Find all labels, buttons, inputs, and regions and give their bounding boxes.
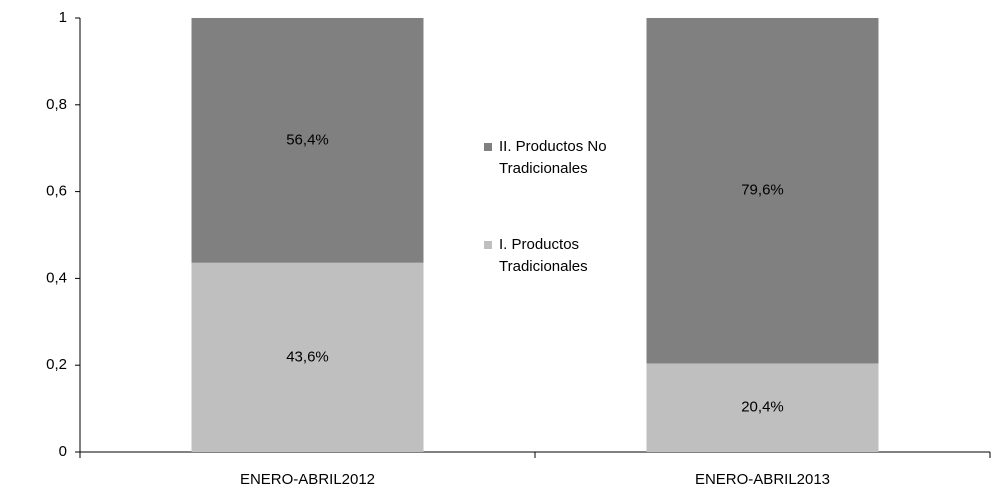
y-tick-label: 1	[59, 9, 67, 26]
data-label: 43,6%	[286, 348, 329, 365]
data-label: 20,4%	[741, 399, 784, 416]
legend-label: I. Productos Tradicionales	[499, 236, 588, 275]
bar-segment	[646, 18, 879, 364]
y-tick-label: 0,4	[46, 269, 67, 286]
data-label: 56,4%	[286, 131, 329, 148]
y-tick-label: 0,8	[46, 96, 67, 113]
legend-entry: II. Productos No Tradicionales	[484, 136, 611, 180]
legend-swatch	[484, 143, 492, 151]
y-tick-label: 0	[59, 443, 67, 460]
bar-segment	[191, 262, 424, 452]
x-tick-label: ENERO-ABRIL2013	[695, 471, 830, 488]
legend-swatch	[484, 241, 492, 249]
y-tick-label: 0,2	[46, 356, 67, 373]
legend-entry: I. Productos Tradicionales	[484, 234, 611, 278]
legend-label: II. Productos No Tradicionales	[499, 138, 607, 177]
x-tick-label: ENERO-ABRIL2012	[240, 471, 375, 488]
bar-segment	[191, 18, 424, 263]
y-tick-label: 0,6	[46, 183, 67, 200]
data-label: 79,6%	[741, 182, 784, 199]
bar-segment	[646, 363, 879, 452]
